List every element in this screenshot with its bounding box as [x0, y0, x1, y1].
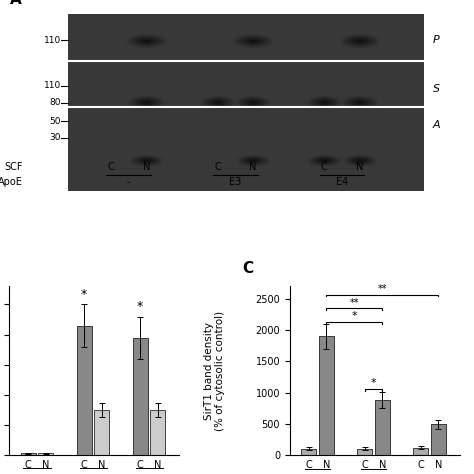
- Text: *: *: [371, 378, 376, 388]
- Bar: [133, 337, 148, 455]
- Bar: [38, 453, 54, 455]
- Text: N: N: [143, 162, 150, 172]
- Text: ApoE: ApoE: [0, 177, 23, 187]
- Text: C: C: [242, 261, 254, 276]
- Text: A: A: [9, 0, 21, 7]
- Text: N: N: [356, 162, 364, 172]
- Text: *: *: [137, 300, 143, 313]
- Text: A: A: [433, 120, 440, 130]
- Text: -: -: [127, 177, 130, 187]
- Bar: [431, 424, 446, 455]
- Bar: [21, 453, 36, 455]
- Bar: [77, 326, 91, 455]
- Text: *: *: [81, 288, 87, 301]
- Text: C: C: [214, 162, 221, 172]
- Text: 50: 50: [50, 117, 61, 126]
- Text: C: C: [321, 162, 328, 172]
- Text: 80: 80: [50, 98, 61, 107]
- Text: **: **: [349, 298, 359, 308]
- Text: C: C: [107, 162, 114, 172]
- Text: 110: 110: [44, 36, 61, 45]
- Text: 110: 110: [44, 82, 61, 91]
- Text: *: *: [351, 311, 357, 321]
- Text: E4: E4: [336, 177, 348, 187]
- Y-axis label: SirT1 band density
(% of cytosolic control): SirT1 band density (% of cytosolic contr…: [204, 310, 225, 431]
- Text: E3: E3: [229, 177, 241, 187]
- Bar: [357, 449, 372, 455]
- Bar: [301, 449, 316, 455]
- Text: 30: 30: [50, 133, 61, 142]
- Text: S: S: [433, 84, 440, 94]
- Bar: [94, 410, 109, 455]
- Text: SCF: SCF: [4, 162, 23, 172]
- Text: N: N: [249, 162, 257, 172]
- Bar: [375, 400, 390, 455]
- Text: **: **: [377, 284, 387, 294]
- Text: P: P: [433, 35, 439, 46]
- Bar: [413, 447, 428, 455]
- Bar: [319, 337, 334, 455]
- Bar: [150, 410, 165, 455]
